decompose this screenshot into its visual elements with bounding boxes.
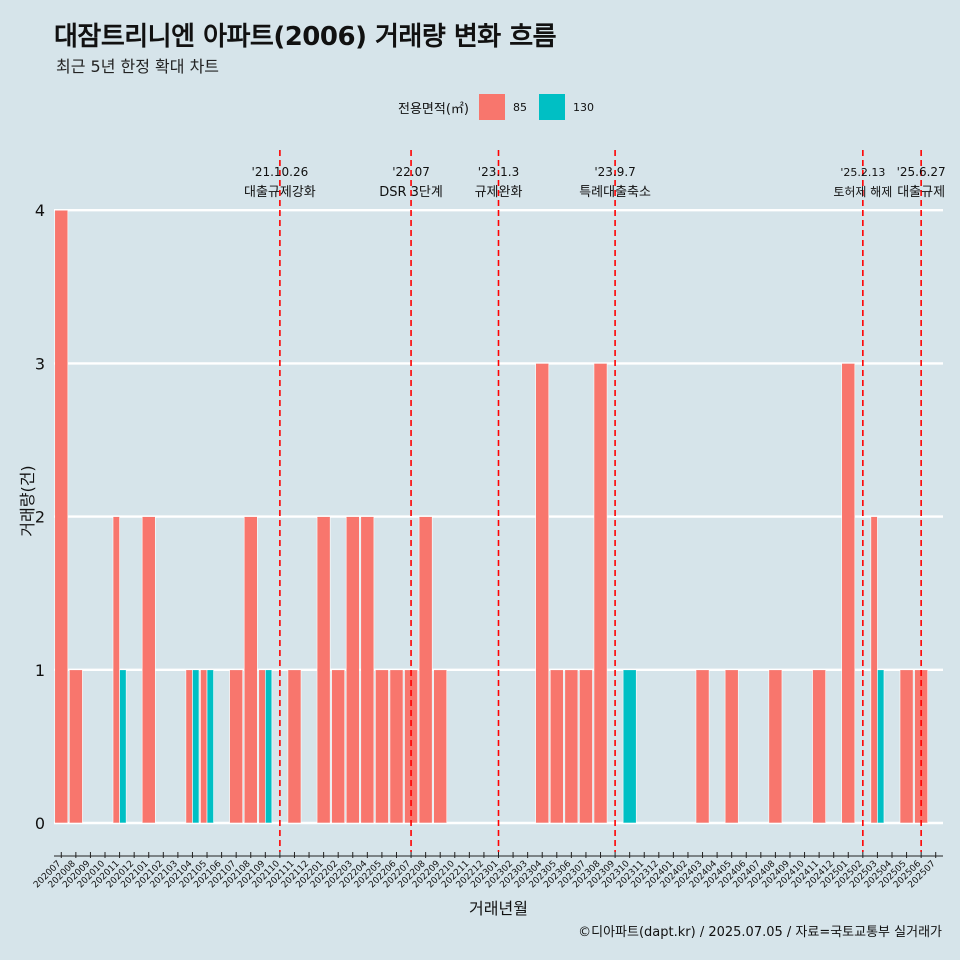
bar-85 <box>243 516 258 824</box>
bar-85 <box>418 516 433 824</box>
event-label: 특례대출축소 <box>579 185 651 200</box>
bar-85 <box>389 669 404 824</box>
legend: 전용면적(㎡) 85 130 <box>398 94 606 120</box>
bar-85 <box>695 669 710 824</box>
event-date: '22.07 <box>392 165 430 179</box>
legend-label-85: 85 <box>512 100 527 114</box>
bar-85 <box>724 669 739 824</box>
event-date: '23.1.3 <box>478 165 519 179</box>
event-label: 대출규제강화 <box>244 185 316 200</box>
bar-85 <box>579 669 593 824</box>
y-tick-label: 1 <box>35 661 45 680</box>
bar-130 <box>877 669 885 824</box>
bar-85 <box>564 669 579 824</box>
event-date: '25.2.13 <box>840 166 885 179</box>
bar-85 <box>345 516 360 824</box>
bar-85 <box>112 516 120 824</box>
bar-130 <box>206 669 214 824</box>
chart-title: 대잠트리니엔 아파트(2006) 거래량 변화 흐름 <box>54 22 557 52</box>
bar-85 <box>549 669 564 824</box>
chart-subtitle: 최근 5년 한정 확대 차트 <box>56 57 220 76</box>
y-tick-label: 0 <box>35 814 45 833</box>
bar-85 <box>331 669 346 824</box>
bar-85 <box>200 669 208 824</box>
y-tick-label: 4 <box>35 201 45 220</box>
bar-130 <box>265 669 273 824</box>
bar-85 <box>841 363 856 824</box>
bar-130 <box>192 669 200 824</box>
bar-85 <box>535 363 550 824</box>
y-axis-title: 거래량(건) <box>18 465 37 536</box>
event-label: 토허제 해제 <box>833 185 892 199</box>
bar-85 <box>375 669 389 824</box>
bar-85 <box>229 669 244 824</box>
event-date: '23.9.7 <box>594 165 635 179</box>
bar-85 <box>870 516 878 824</box>
bar-85 <box>360 516 375 824</box>
x-axis-title: 거래년월 <box>469 899 528 918</box>
legend-label-130: 130 <box>572 100 594 114</box>
bar-85 <box>54 209 69 824</box>
event-date: '25.6.27 <box>897 165 946 179</box>
event-label: DSR 3단계 <box>379 185 443 200</box>
legend-swatch-85 <box>478 94 505 120</box>
event-label: 규제완화 <box>475 185 523 200</box>
bar-85 <box>287 669 302 824</box>
bar-85 <box>433 669 448 824</box>
bar-85 <box>185 669 193 824</box>
legend-title: 전용면적(㎡) <box>398 101 469 117</box>
bar-85 <box>812 669 826 824</box>
bar-85 <box>593 363 608 824</box>
bar-130 <box>622 669 637 824</box>
y-tick-label: 3 <box>35 354 45 373</box>
bar-85 <box>69 669 83 824</box>
bar-85 <box>141 516 156 824</box>
bar-85 <box>316 516 331 824</box>
bar-85 <box>899 669 914 824</box>
bar-85 <box>258 669 266 824</box>
bar-130 <box>119 669 127 824</box>
bar-85 <box>768 669 783 824</box>
event-label: 대출규제 <box>897 185 945 200</box>
y-tick-label: 2 <box>35 508 45 527</box>
source-caption: ©디아파트(dapt.kr) / 2025.07.05 / 자료=국토교통부 실… <box>578 925 942 940</box>
event-date: '21.10.26 <box>252 165 309 179</box>
legend-swatch-130 <box>538 94 565 120</box>
